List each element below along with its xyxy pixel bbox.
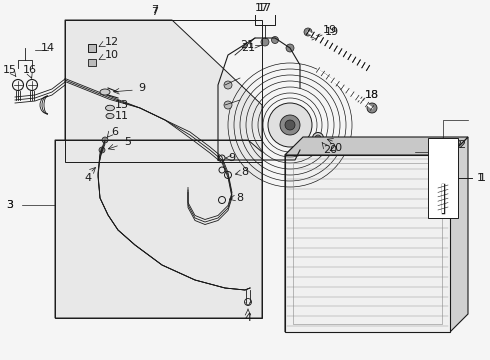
- Circle shape: [224, 101, 232, 109]
- Circle shape: [280, 115, 300, 135]
- Text: 20: 20: [323, 145, 337, 155]
- Circle shape: [224, 81, 232, 89]
- Text: 14: 14: [41, 43, 55, 53]
- Text: 2: 2: [454, 140, 462, 150]
- Circle shape: [313, 132, 323, 144]
- Circle shape: [102, 137, 108, 143]
- Text: 9: 9: [228, 153, 236, 163]
- Bar: [65, 20, 262, 162]
- Text: 20: 20: [328, 143, 342, 153]
- Text: 16: 16: [23, 65, 37, 75]
- Text: 17: 17: [258, 3, 272, 13]
- Bar: [55, 140, 262, 318]
- Text: 17: 17: [255, 3, 269, 13]
- Polygon shape: [65, 20, 262, 162]
- Text: 19: 19: [323, 25, 337, 35]
- Bar: [428, 138, 458, 218]
- Circle shape: [271, 36, 278, 44]
- Ellipse shape: [100, 89, 110, 95]
- Text: 21: 21: [240, 40, 254, 50]
- Text: 1: 1: [476, 173, 484, 183]
- Text: 3: 3: [6, 200, 14, 210]
- Circle shape: [261, 38, 269, 46]
- Text: 19: 19: [325, 27, 339, 37]
- Polygon shape: [285, 137, 303, 332]
- Text: 4: 4: [84, 173, 92, 183]
- Text: 4: 4: [245, 313, 251, 323]
- Text: 11: 11: [115, 111, 129, 121]
- Text: 18: 18: [365, 90, 379, 100]
- Text: 21: 21: [241, 43, 255, 53]
- Bar: [88, 44, 96, 52]
- Bar: [293, 163, 442, 324]
- Text: 2: 2: [459, 140, 466, 150]
- Text: 9: 9: [139, 83, 146, 93]
- Polygon shape: [285, 155, 450, 332]
- Text: 18: 18: [365, 90, 379, 100]
- Circle shape: [439, 148, 447, 157]
- Text: 13: 13: [115, 100, 129, 110]
- Text: 3: 3: [6, 200, 14, 210]
- Bar: [88, 59, 96, 66]
- Polygon shape: [55, 140, 262, 318]
- Circle shape: [439, 209, 447, 217]
- Circle shape: [99, 147, 105, 153]
- Text: 6: 6: [112, 127, 119, 137]
- Text: 7: 7: [151, 5, 159, 15]
- Circle shape: [315, 135, 321, 141]
- Circle shape: [367, 103, 377, 113]
- Text: 12: 12: [105, 37, 119, 47]
- Text: 10: 10: [105, 50, 119, 60]
- Text: 8: 8: [237, 193, 244, 203]
- Circle shape: [304, 28, 312, 36]
- Text: 5: 5: [124, 137, 131, 147]
- Circle shape: [268, 103, 312, 147]
- Circle shape: [285, 120, 295, 130]
- Text: 7: 7: [151, 7, 159, 17]
- Polygon shape: [285, 137, 468, 155]
- Text: 1: 1: [479, 173, 486, 183]
- Text: 8: 8: [242, 167, 248, 177]
- Circle shape: [286, 44, 294, 52]
- Ellipse shape: [106, 113, 114, 118]
- Text: 15: 15: [3, 65, 17, 75]
- Ellipse shape: [105, 105, 115, 111]
- Polygon shape: [450, 137, 468, 332]
